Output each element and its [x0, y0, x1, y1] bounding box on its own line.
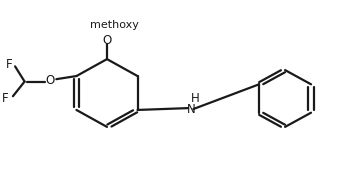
Text: O: O — [102, 34, 112, 47]
Text: F: F — [5, 58, 12, 71]
Text: N: N — [187, 102, 196, 116]
Text: F: F — [2, 92, 9, 105]
Text: H: H — [191, 92, 200, 105]
Text: O: O — [45, 74, 55, 87]
Text: methoxy: methoxy — [90, 20, 139, 30]
